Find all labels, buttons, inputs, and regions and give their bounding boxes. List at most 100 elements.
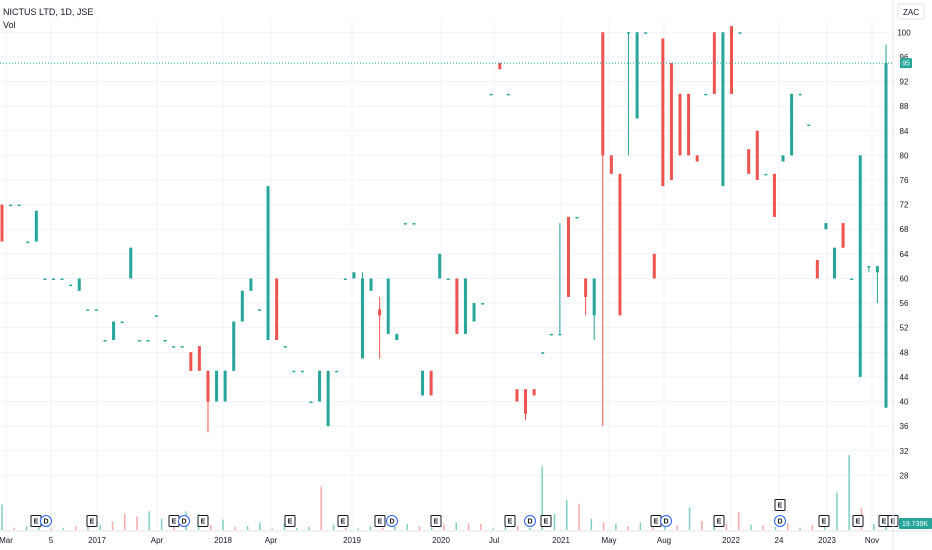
candle <box>515 389 519 402</box>
y-tick-label: 32 <box>900 447 909 456</box>
candle-body <box>635 32 639 119</box>
earnings-marker-shape <box>86 515 98 527</box>
y-tick-label: 28 <box>900 471 909 480</box>
earnings-marker[interactable]: E <box>818 515 830 527</box>
dividend-marker[interactable]: D <box>40 515 52 527</box>
earnings-marker[interactable]: E <box>650 515 662 527</box>
candle <box>146 340 150 342</box>
x-tick-label: May <box>601 536 616 545</box>
candle <box>343 278 347 280</box>
time-axis[interactable]: Mar 5 2017 Apr 2018 Apr 2019 2020 Jul 2021 May Aug 2… <box>0 530 932 545</box>
earnings-marker[interactable]: E <box>713 515 725 527</box>
candle <box>112 321 116 340</box>
y-tick-label: 96 <box>900 53 909 62</box>
candle-body <box>94 309 98 311</box>
earnings-marker[interactable]: E <box>540 515 552 527</box>
candle-body <box>369 278 373 291</box>
earnings-marker[interactable]: E <box>30 515 42 527</box>
candle-body <box>678 93 682 156</box>
candle-body <box>395 333 399 340</box>
volume-bar <box>381 527 384 530</box>
volume-bar <box>38 527 40 530</box>
candle <box>764 173 768 176</box>
candle-body <box>772 173 776 217</box>
y-tick-label: 76 <box>900 176 909 185</box>
event-marker-label: D <box>389 519 394 526</box>
currency-button-label[interactable]: ZAC <box>903 8 919 17</box>
candle <box>180 346 184 348</box>
candle-body <box>489 93 493 96</box>
y-tick-label: 56 <box>900 299 909 308</box>
candle-body <box>575 216 579 219</box>
earnings-marker[interactable]: E <box>504 515 516 527</box>
volume-bar <box>627 526 629 530</box>
volume-bar <box>62 527 65 530</box>
dividend-marker[interactable]: D <box>660 515 672 527</box>
candle <box>335 370 339 373</box>
earnings-marker-shape <box>713 515 725 527</box>
earnings-marker[interactable]: E <box>774 499 786 511</box>
candle <box>352 272 356 279</box>
candle <box>884 44 888 408</box>
candle <box>360 272 364 359</box>
volume-bar <box>590 518 593 530</box>
candle <box>566 216 570 297</box>
candle-body <box>850 278 854 280</box>
volume-bar <box>480 524 482 530</box>
earnings-marker[interactable]: E <box>168 515 180 527</box>
volume-bar <box>394 527 396 530</box>
earnings-marker[interactable]: E <box>337 515 349 527</box>
candle <box>326 370 330 427</box>
event-markers[interactable]: EDEEDEEEEDEEDEEDEEDEEEE <box>30 499 899 527</box>
candle <box>695 155 699 162</box>
volume-bar <box>811 524 814 530</box>
last-price-tag-box <box>900 58 912 69</box>
earnings-marker[interactable]: E <box>374 515 386 527</box>
candle-body <box>858 155 862 377</box>
earnings-marker[interactable]: E <box>284 515 296 527</box>
volume-bar <box>259 522 261 530</box>
volume-bar <box>295 527 298 530</box>
earnings-marker[interactable]: E <box>430 515 442 527</box>
dividend-marker[interactable]: D <box>386 515 398 527</box>
candle-body <box>498 63 502 70</box>
event-marker-label: E <box>90 519 95 526</box>
price-axis[interactable]: 28 32 36 40 44 48 52 56 60 64 68 72 76 80 84 88 92 96 100 <box>892 0 911 550</box>
candle-body <box>103 340 107 342</box>
volume-bar <box>13 527 16 530</box>
candle-body <box>798 93 802 96</box>
candle-body <box>541 352 545 354</box>
volume-bar <box>701 521 703 530</box>
dividend-marker[interactable]: D <box>524 515 536 527</box>
candle-body <box>43 278 47 280</box>
candle-body <box>738 32 742 34</box>
candle-body <box>9 204 13 207</box>
volume-bars <box>1 455 887 530</box>
candle-body <box>549 333 553 336</box>
candle-body <box>566 216 570 297</box>
candle <box>824 223 828 230</box>
y-tick-label: 84 <box>900 127 909 136</box>
candle-body <box>275 278 279 340</box>
currency-button[interactable]: ZAC <box>897 3 925 20</box>
event-marker-label: E <box>717 519 722 526</box>
dividend-marker[interactable]: D <box>178 515 190 527</box>
earnings-marker[interactable]: E <box>86 515 98 527</box>
candle-body <box>833 247 837 279</box>
candle <box>532 389 536 396</box>
earnings-marker-shape <box>284 515 296 527</box>
candle <box>232 321 236 371</box>
earnings-marker[interactable]: E <box>197 515 209 527</box>
earnings-marker-shape <box>818 515 830 527</box>
y-tick-label: 52 <box>900 324 909 333</box>
grid <box>0 20 893 531</box>
last-price-value: 95 <box>902 61 910 68</box>
candle <box>506 93 510 96</box>
candle-body <box>206 370 210 402</box>
earnings-marker[interactable]: E <box>852 515 864 527</box>
currency-button-box[interactable] <box>897 3 925 20</box>
candle <box>26 241 30 244</box>
dividend-marker[interactable]: D <box>774 515 786 527</box>
volume-bar <box>504 527 507 530</box>
